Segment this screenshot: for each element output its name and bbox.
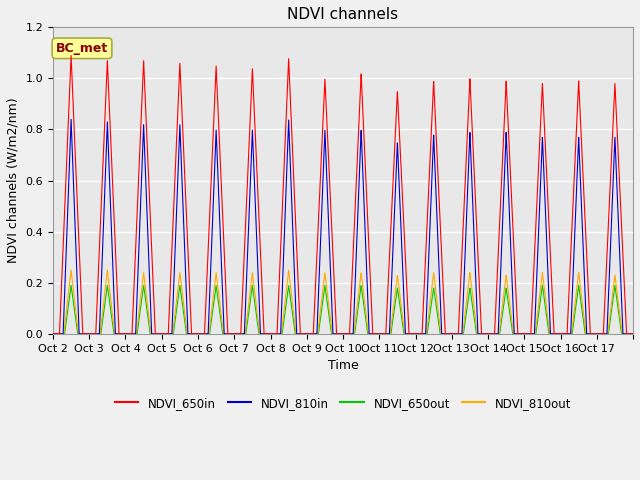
X-axis label: Time: Time [328, 359, 358, 372]
Text: BC_met: BC_met [56, 42, 108, 55]
Title: NDVI channels: NDVI channels [287, 7, 399, 22]
Y-axis label: NDVI channels (W/m2/nm): NDVI channels (W/m2/nm) [7, 98, 20, 264]
Legend: NDVI_650in, NDVI_810in, NDVI_650out, NDVI_810out: NDVI_650in, NDVI_810in, NDVI_650out, NDV… [110, 392, 576, 414]
